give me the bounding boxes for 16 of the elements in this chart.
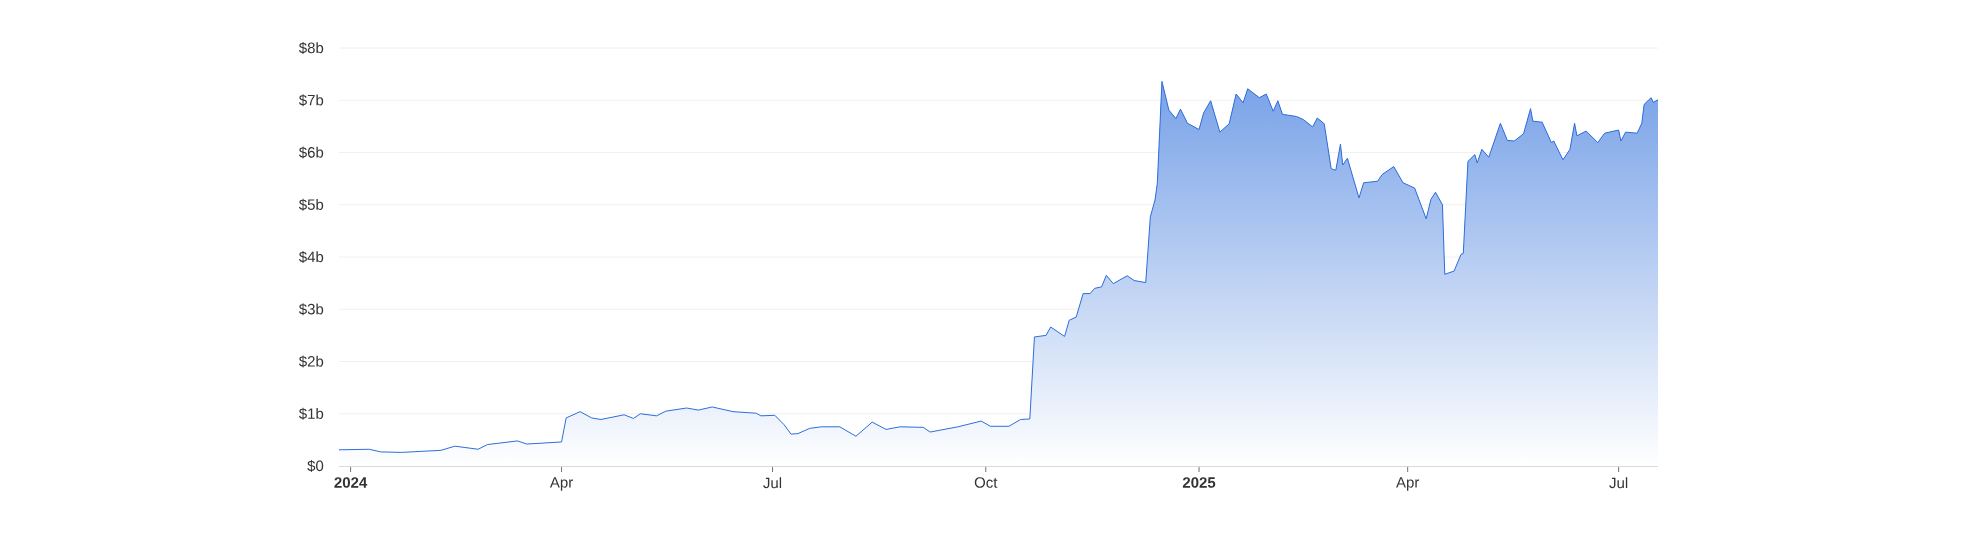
x-tick-label: 2024 [334, 477, 368, 488]
y-tick-label: $8b [298, 41, 324, 55]
x-tick-label: Apr [549, 477, 573, 491]
y-tick-label: $0 [307, 459, 324, 473]
y-tick-label: $3b [298, 303, 324, 316]
y-tick-label: $5b [298, 198, 324, 211]
x-tick-label: Jul [763, 477, 782, 489]
x-tick-label: Oct [974, 477, 998, 488]
x-tick-label: 2025 [1182, 477, 1216, 488]
y-tick-label: $1b [298, 407, 324, 420]
x-tick-label: Apr [1396, 477, 1420, 491]
y-tick-label: $4b [298, 250, 324, 264]
y-tick-label: $7b [298, 94, 324, 107]
y-tick-label: $6b [298, 146, 324, 159]
x-tick-label: Jul [1609, 477, 1628, 489]
y-tick-label: $2b [298, 355, 324, 368]
